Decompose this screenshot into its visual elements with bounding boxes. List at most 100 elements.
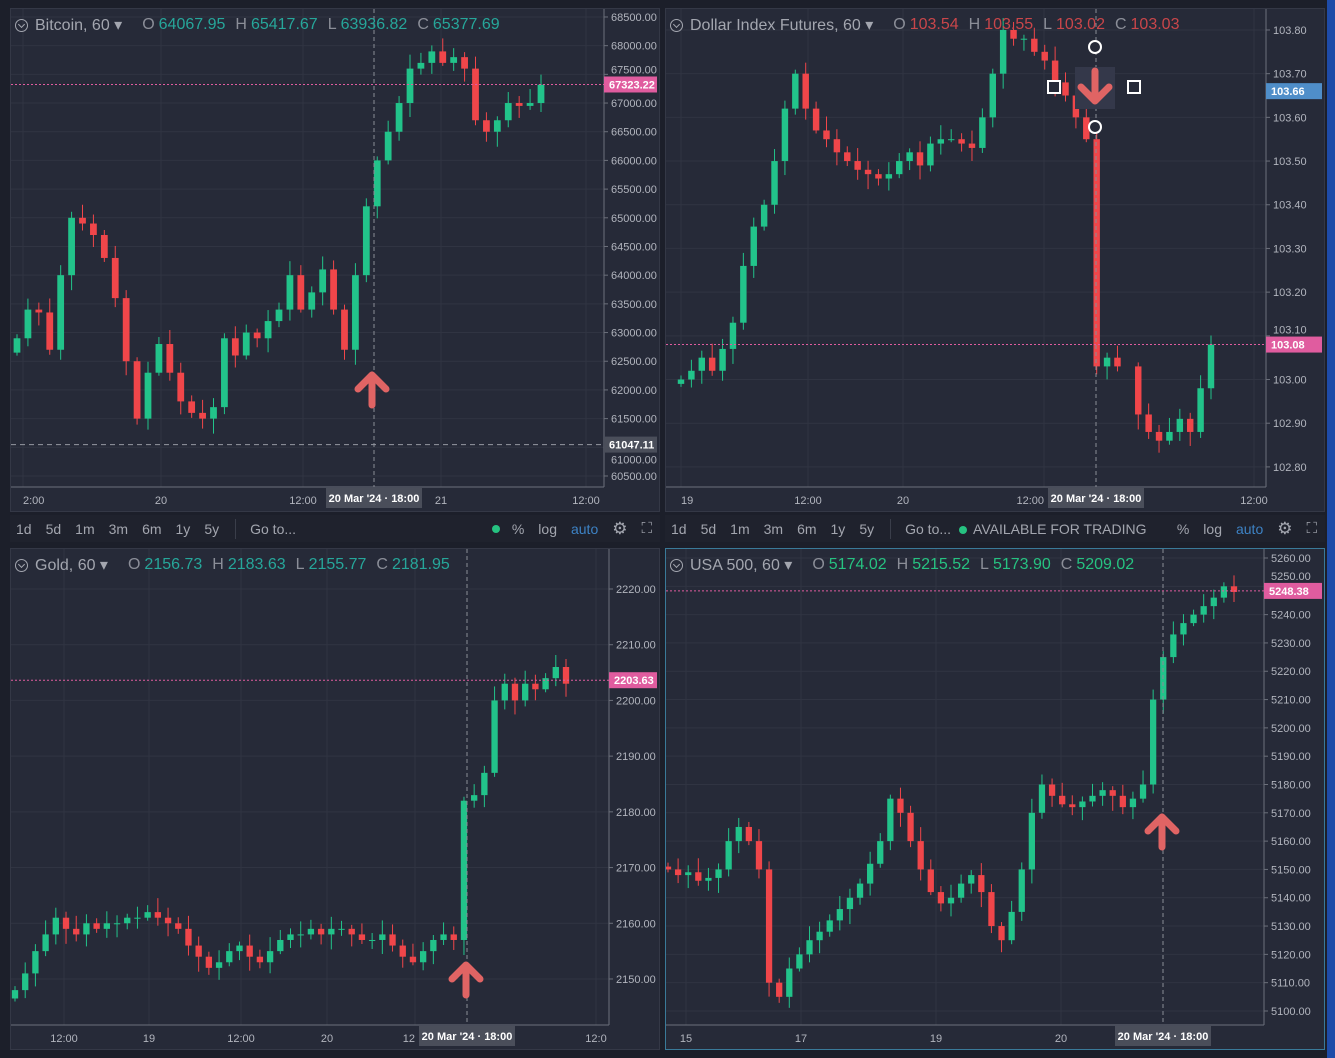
candle (1166, 417, 1173, 445)
resize-handle-icon[interactable] (1088, 40, 1102, 54)
candle (760, 199, 768, 231)
chart-panel-bitcoin[interactable]: 68500.00 68000.00 67500.00 67000.00 66500.00… (10, 8, 660, 512)
price-tick-label: 66500.00 (611, 127, 657, 139)
candle (417, 52, 425, 75)
resize-handle-icon[interactable] (1047, 80, 1061, 94)
range-6m-button[interactable]: 6m (142, 520, 162, 537)
range-5y-button[interactable]: 5y (204, 520, 220, 537)
candle (885, 162, 893, 191)
candle (1135, 362, 1142, 430)
candle (188, 395, 196, 418)
price-tick-label: 5130.00 (1271, 921, 1311, 933)
percent-toggle[interactable]: % (1176, 520, 1190, 537)
range-5d-button[interactable]: 5d (700, 520, 717, 537)
price-tick-label: 5240.00 (1271, 610, 1311, 622)
range-3m-button[interactable]: 3m (108, 520, 129, 537)
range-3m-button[interactable]: 3m (763, 520, 784, 537)
svg-text:5248.38: 5248.38 (1269, 586, 1309, 598)
range-1d-button[interactable]: 1d (16, 520, 32, 537)
log-toggle[interactable]: log (1203, 520, 1222, 537)
candle (483, 112, 490, 142)
candle (906, 148, 913, 171)
collapse-chevron-icon[interactable] (15, 18, 28, 32)
symbol-title[interactable]: Gold, 60 ▾ (35, 557, 108, 574)
auto-scale-toggle[interactable]: auto (570, 520, 599, 537)
range-5d-button[interactable]: 5d (45, 520, 62, 537)
symbol-title[interactable]: Dollar Index Futures, 60 ▾ (690, 17, 874, 34)
candle (32, 944, 39, 987)
svg-text:20 Mar '24 · 18:00: 20 Mar '24 · 18:00 (1118, 1031, 1209, 1043)
auto-scale-toggle[interactable]: auto (1235, 520, 1264, 537)
range-6m-button[interactable]: 6m (797, 520, 817, 537)
candle (362, 198, 370, 283)
candle (511, 677, 519, 715)
value-c: 65377.69 (432, 16, 500, 33)
price-tick-label: 61500.00 (611, 414, 657, 426)
price-tick-label: 2210.00 (616, 640, 656, 652)
candle (978, 863, 985, 908)
gear-icon[interactable]: ⚙ (612, 518, 628, 538)
range-1y-button[interactable]: 1y (175, 520, 191, 537)
fullscreen-icon[interactable]: ⛶ (1306, 520, 1317, 537)
candle (695, 858, 702, 886)
value-o: 2156.73 (144, 556, 203, 573)
candle (35, 302, 43, 326)
candle (999, 17, 1007, 89)
candle (708, 343, 716, 376)
candle (947, 129, 955, 143)
range-1m-button[interactable]: 1m (730, 520, 750, 537)
time-tick-label: 12 (403, 1033, 415, 1045)
chart-panel-dollar-index[interactable]: 103.80 103.70 103.60 103.50 103.40 103.30 103.… (665, 8, 1325, 512)
chart-canvas[interactable]: 103.80 103.70 103.60 103.50 103.40 103.30 103.… (666, 9, 1326, 513)
time-tick-label: 19 (930, 1033, 942, 1045)
candle (1145, 403, 1152, 439)
chart-canvas[interactable]: 2220.00 2210.00 2200.00 2190.00 2180.00 2170.… (11, 549, 661, 1051)
price-tick-label: 5160.00 (1271, 836, 1311, 848)
resize-handle-icon[interactable] (1127, 80, 1141, 94)
arrow-up-icon[interactable] (448, 961, 484, 999)
collapse-chevron-icon[interactable] (15, 558, 28, 572)
goto-button[interactable]: Go to... (905, 520, 952, 537)
collapse-chevron-icon[interactable] (670, 18, 683, 32)
resize-handle-icon[interactable] (1088, 120, 1102, 134)
candle (430, 934, 437, 965)
arrow-up-icon[interactable] (1144, 813, 1180, 851)
candle (526, 89, 534, 110)
candle (1114, 345, 1121, 372)
range-1d-button[interactable]: 1d (671, 520, 687, 537)
range-1y-button[interactable]: 1y (830, 520, 846, 537)
range-5y-button[interactable]: 5y (859, 520, 875, 537)
symbol-title[interactable]: Bitcoin, 60 ▾ (35, 17, 123, 34)
symbol-title[interactable]: USA 500, 60 ▾ (690, 557, 793, 574)
chart-panel-gold[interactable]: 2220.00 2210.00 2200.00 2190.00 2180.00 2170.… (10, 548, 660, 1050)
percent-toggle[interactable]: % (511, 520, 525, 537)
svg-text:61047.11: 61047.11 (609, 440, 654, 452)
price-tick-label: 103.80 (1273, 25, 1307, 37)
collapse-chevron-icon[interactable] (670, 558, 683, 572)
arrow-down-icon[interactable] (1077, 67, 1113, 105)
candle (1210, 589, 1217, 620)
log-toggle[interactable]: log (538, 520, 557, 537)
time-tick-label: 15 (680, 1033, 692, 1045)
price-tick-label: 64000.00 (611, 270, 657, 282)
candle (802, 62, 809, 120)
price-tick-label: 68500.00 (611, 12, 657, 24)
price-tick-label: 102.90 (1273, 418, 1307, 430)
label-h: H (212, 556, 224, 573)
arrow-up-icon[interactable] (354, 371, 390, 409)
goto-button[interactable]: Go to... (250, 520, 297, 537)
fullscreen-icon[interactable]: ⛶ (641, 520, 652, 537)
candle (1069, 795, 1076, 816)
price-tick-label: 2220.00 (616, 584, 656, 596)
candle (856, 878, 864, 905)
price-tick-label: 5210.00 (1271, 695, 1311, 707)
price-tick-label: 5190.00 (1271, 751, 1311, 763)
gear-icon[interactable]: ⚙ (1277, 518, 1293, 538)
chart-canvas[interactable]: 5260.00 5250.00 5240.00 5230.00 5220.00 5210.… (666, 549, 1326, 1051)
range-1m-button[interactable]: 1m (75, 520, 95, 537)
label-h: H (968, 16, 981, 33)
candle (266, 937, 274, 974)
price-tick-label: 103.50 (1273, 156, 1307, 168)
chart-canvas[interactable]: 68500.00 68000.00 67500.00 67000.00 66500.00… (11, 9, 661, 513)
chart-panel-usa500[interactable]: 5260.00 5250.00 5240.00 5230.00 5220.00 5210.… (665, 548, 1325, 1050)
